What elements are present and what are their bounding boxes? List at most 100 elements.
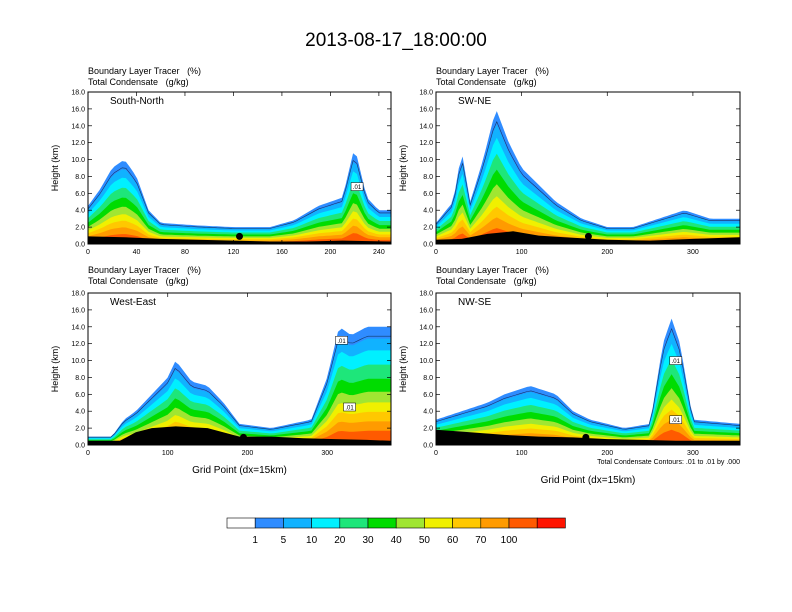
panel-1: .01 South-North 0.0 2.0 4.0 6.0 8.0 10.0 12.0 14.…	[50, 90, 392, 256]
y-tick-label: 2.0	[75, 426, 85, 433]
panel-4: .01 .01 NW-SE 0.0 2.0 4.0 6.0 8.0 10.0 12.0 14.0 16…	[398, 291, 741, 486]
y-tick-label: 2.0	[423, 426, 433, 433]
y-tick-label: 2.0	[75, 225, 85, 232]
y-tick-label: 0.0	[75, 443, 85, 450]
plot-frame	[435, 91, 741, 245]
y-tick-label: 16.0	[419, 106, 433, 113]
colorbar-swatch	[424, 517, 453, 529]
y-tick-label: 10.0	[419, 358, 433, 365]
x-tick-label: 200	[325, 249, 337, 256]
y-tick-label: 4.0	[75, 208, 85, 215]
y-tick-label: 8.0	[423, 174, 433, 181]
contour-label: .01	[672, 418, 681, 424]
header-condensate-name: Total Condensate	[88, 276, 159, 286]
header-tracer-units: (%)	[535, 66, 550, 76]
y-tick-label: 6.0	[75, 191, 85, 198]
contour-label-box	[669, 356, 683, 365]
x-tick-label: 100	[162, 450, 174, 457]
terrain	[436, 231, 740, 244]
header-condensate-units: (g/kg)	[165, 276, 189, 286]
colorbar-label: 5	[281, 535, 287, 546]
y-tick-label: 10.0	[71, 358, 85, 365]
colorbar-label: 50	[419, 535, 431, 546]
plot-frame	[435, 292, 741, 446]
main-title: 2013-08-17_18:00:00	[305, 30, 487, 51]
y-tick-label: 14.0	[419, 324, 433, 331]
contour-label-box	[335, 336, 348, 345]
contour-label-box	[669, 415, 683, 424]
x-axis-label: Grid Point (dx=15km)	[192, 465, 287, 476]
y-tick-label: 4.0	[423, 208, 433, 215]
location-marker	[584, 232, 592, 240]
x-tick-label: 200	[601, 249, 613, 256]
y-tick-label: 12.0	[419, 341, 433, 348]
header-tracer-name: Boundary Layer Tracer	[88, 265, 180, 275]
header-condensate-name: Total Condensate	[88, 77, 159, 87]
y-tick-label: 8.0	[423, 375, 433, 382]
y-tick-label: 14.0	[71, 324, 85, 331]
colorbar-label: 60	[447, 535, 459, 546]
x-tick-label: 300	[687, 450, 699, 457]
colorbar-swatch	[452, 517, 482, 529]
colorbar-swatch	[339, 517, 369, 529]
header-condensate-units: (g/kg)	[513, 77, 537, 87]
x-tick-label: 300	[687, 249, 699, 256]
y-tick-label: 4.0	[75, 409, 85, 416]
y-axis-label: Height (km)	[50, 145, 60, 192]
x-tick-label: 120	[228, 249, 240, 256]
panel-header-4: Boundary Layer Tracer (%) Total Condensa…	[436, 265, 549, 287]
y-tick-label: 12.0	[71, 341, 85, 348]
header-condensate-units: (g/kg)	[165, 77, 189, 87]
colorbar-swatch	[480, 517, 510, 529]
x-tick-label: 300	[321, 450, 333, 457]
location-marker	[239, 433, 247, 441]
colorbar-label: 20	[334, 535, 346, 546]
tracer-level-10	[88, 233, 391, 244]
header-condensate-name: Total Condensate	[436, 77, 507, 87]
header-condensate-name: Total Condensate	[436, 276, 507, 286]
plot-frame	[87, 91, 392, 245]
y-tick-label: 0.0	[423, 242, 433, 249]
colorbar-label: 1	[252, 535, 258, 546]
y-tick-label: 0.0	[75, 242, 85, 249]
header-tracer-name: Boundary Layer Tracer	[88, 66, 180, 76]
y-tick-label: 10.0	[419, 157, 433, 164]
y-axis-label: Height (km)	[398, 346, 408, 393]
colorbar-swatch	[395, 517, 425, 529]
y-tick-label: 8.0	[75, 174, 85, 181]
colorbar-label: 30	[362, 535, 374, 546]
colorbar-swatch	[254, 517, 284, 529]
contour-label-box	[343, 402, 356, 412]
y-tick-label: 6.0	[423, 191, 433, 198]
colorbar-swatch	[508, 517, 538, 529]
location-marker	[236, 232, 243, 240]
header-condensate-units: (g/kg)	[513, 276, 537, 286]
panel-header-3: Boundary Layer Tracer (%) Total Condensa…	[88, 265, 201, 287]
panel-name: NW-SE	[458, 297, 491, 308]
terrain	[436, 429, 740, 445]
location-marker	[582, 433, 590, 441]
colorbar: 1 5 10 20 30 40 50 60 70 100	[226, 517, 566, 546]
condensate-contour	[88, 159, 391, 229]
y-tick-label: 4.0	[423, 409, 433, 416]
terrain	[88, 236, 391, 244]
tracer-field	[88, 153, 391, 244]
panel-header-1: Boundary Layer Tracer (%) Total Condensa…	[88, 66, 201, 88]
tracer-field	[436, 111, 740, 244]
y-tick-label: 6.0	[75, 392, 85, 399]
x-tick-label: 0	[86, 249, 90, 256]
y-tick-label: 14.0	[419, 123, 433, 130]
header-tracer-name: Boundary Layer Tracer	[436, 265, 528, 275]
tracer-field	[88, 326, 391, 445]
panel-name: West-East	[110, 297, 156, 308]
colorbar-label: 10	[306, 535, 318, 546]
y-tick-label: 0.0	[423, 443, 433, 450]
header-tracer-units: (%)	[187, 66, 202, 76]
colorbar-label: 100	[501, 535, 518, 546]
contour-label: .01	[337, 339, 346, 345]
contour-label: .01	[353, 185, 362, 191]
colorbar-swatch	[283, 517, 312, 529]
header-tracer-name: Boundary Layer Tracer	[436, 66, 528, 76]
y-tick-label: 16.0	[419, 307, 433, 314]
